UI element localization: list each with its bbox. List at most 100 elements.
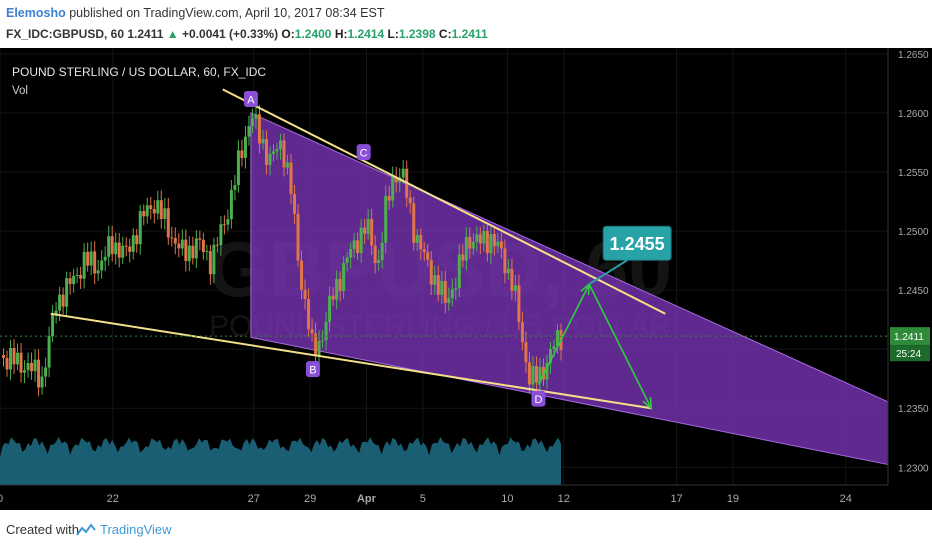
author-name[interactable]: Elemosho	[6, 6, 66, 20]
time-tick-label-2: 27	[248, 493, 260, 505]
price-tick-label-2: 1.2550	[898, 168, 929, 179]
candle-body	[268, 153, 272, 165]
candle-body	[373, 245, 377, 263]
candle-body	[47, 336, 51, 368]
candle-body	[450, 289, 454, 299]
candle-body	[16, 352, 20, 365]
candle-body	[37, 359, 41, 388]
ohlc-line: FX_IDC:GBPUSD, 60 1.2411 ▲ +0.0041 (+0.3…	[6, 27, 488, 41]
candle-body	[9, 347, 13, 370]
candle-body	[527, 362, 531, 385]
high-value: 1.2414	[347, 27, 385, 41]
candle-body	[552, 346, 556, 350]
candle-body	[33, 359, 37, 372]
candle-body	[275, 149, 279, 152]
target-price-box	[602, 225, 672, 261]
open-label: O:	[281, 27, 295, 41]
candle-body	[68, 278, 72, 285]
projection-arrow-line-0	[537, 283, 590, 385]
candle-body	[194, 238, 198, 259]
candle-body	[412, 203, 416, 243]
candle-body	[384, 195, 388, 243]
candle-body	[26, 362, 30, 371]
candle-body	[201, 239, 205, 253]
publisher-line: Elemosho published on TradingView.com, A…	[6, 6, 385, 20]
candle-body	[142, 211, 146, 217]
pattern-point-marker-a	[243, 90, 258, 107]
time-tick-label-1: 22	[107, 493, 119, 505]
candle-body	[419, 235, 423, 250]
candle-body	[233, 185, 237, 190]
candle-body	[433, 275, 437, 285]
chart-subtitle: Vol	[12, 85, 28, 97]
footer: Created with TradingView	[0, 510, 932, 550]
candle-body	[114, 242, 118, 255]
candle-body	[359, 227, 363, 253]
candle-body	[506, 268, 510, 274]
candle-body	[58, 294, 62, 311]
candle-body	[191, 245, 195, 259]
candle-body	[23, 370, 27, 373]
candle-body	[440, 281, 444, 295]
up-arrow-icon: ▲	[166, 27, 179, 41]
candle-body	[520, 322, 524, 343]
price-change: +0.0041 (+0.33%)	[182, 27, 279, 41]
candle-body	[489, 234, 493, 254]
candle-body	[166, 208, 170, 238]
candle-body	[131, 235, 135, 252]
chart-title: POUND STERLING / US DOLLAR, 60, FX_IDC	[12, 65, 266, 79]
candle-body	[226, 219, 230, 225]
candle-body	[243, 136, 247, 158]
candle-body	[159, 200, 163, 219]
candle-body	[282, 140, 286, 168]
candle-body	[380, 242, 384, 261]
candle-body	[401, 168, 405, 178]
candle-body	[215, 244, 219, 246]
candle-body	[555, 330, 559, 347]
candle-body	[317, 340, 321, 357]
candle-body	[352, 240, 356, 249]
candle-body	[96, 270, 100, 274]
low-value: 1.2398	[398, 27, 436, 41]
candle-body	[89, 251, 93, 266]
candle-body	[545, 362, 549, 380]
time-tick-label-9: 19	[727, 493, 739, 505]
pattern-point-marker-c	[356, 144, 371, 161]
candle-body	[103, 256, 107, 261]
pattern-point-label-a: A	[247, 94, 255, 106]
candle-body	[499, 241, 503, 249]
chart-area[interactable]: GBPUSD, 60POUND STERLING / US DOLLAR1.24…	[0, 48, 932, 510]
lower-trendline	[50, 312, 652, 410]
candle-body	[107, 236, 111, 257]
candle-body	[422, 249, 426, 253]
candle-body	[517, 285, 521, 323]
candle-body	[377, 260, 381, 263]
candle-body	[461, 254, 465, 261]
pattern-point-marker-d	[531, 390, 546, 407]
price-chart[interactable]: GBPUSD, 60POUND STERLING / US DOLLAR1.24…	[0, 48, 932, 510]
candle-body	[250, 118, 254, 127]
candle-body	[86, 251, 90, 266]
price-tick-label-1: 1.2600	[898, 109, 929, 120]
candle-body	[254, 114, 258, 119]
pattern-point-label-c: C	[360, 148, 368, 160]
candle-body	[492, 234, 496, 247]
candle-body	[65, 278, 69, 307]
candle-body	[2, 355, 6, 358]
candle-body	[524, 342, 528, 363]
candle-body	[208, 251, 212, 275]
candle-body	[471, 241, 475, 249]
time-tick-label-7: 12	[558, 493, 570, 505]
price-tick-label-6: 1.2350	[898, 404, 929, 415]
candle-body	[5, 357, 9, 370]
candle-body	[503, 248, 507, 274]
candle-body	[510, 268, 514, 291]
candle-body	[19, 352, 23, 373]
time-tick-label-10: 24	[840, 493, 852, 505]
candle-body	[338, 279, 342, 292]
tradingview-brand[interactable]: TradingView	[100, 522, 172, 537]
candle-body	[349, 248, 353, 258]
candle-body	[198, 238, 202, 240]
candle-body	[300, 260, 304, 290]
tradingview-logo-icon	[76, 523, 96, 536]
